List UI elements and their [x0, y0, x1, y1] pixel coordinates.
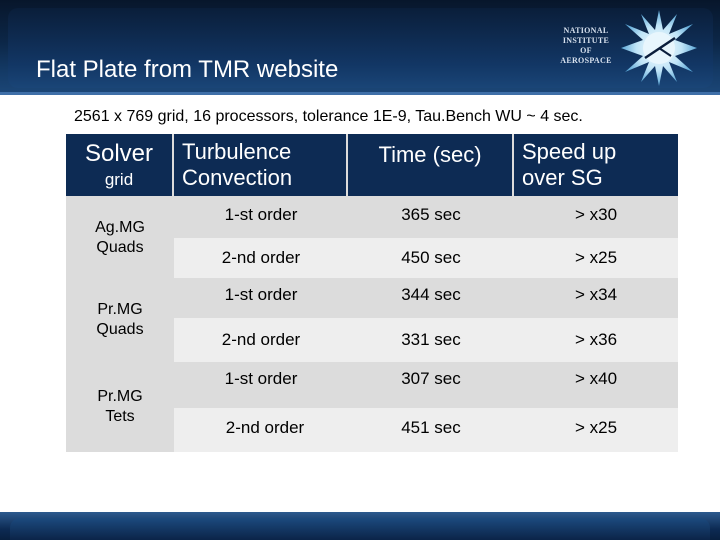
table-row: 2-nd order 450 sec > x25 — [174, 238, 678, 278]
header-cell-solver-grid: Solver grid — [66, 134, 172, 196]
order-cell: 1-st order — [224, 285, 298, 304]
order-cell: 2-nd order — [221, 248, 301, 267]
logo-text: NATIONAL INSTITUTE OF AEROSPACE — [556, 26, 616, 66]
order-cell: 1-st order — [224, 369, 298, 388]
header-speedup-line1: Speed up — [522, 139, 617, 164]
footer-panel — [10, 518, 710, 540]
group-label-ag-mg-quads: Ag.MG Quads — [66, 198, 174, 278]
speedup-cell: > x36 — [574, 330, 618, 349]
group-label-line2: Quads — [96, 239, 144, 256]
header-cell-speedup: Speed up over SG — [514, 134, 678, 196]
compass-star-logo-icon — [621, 10, 697, 86]
order-cell: 2-nd order — [225, 418, 305, 437]
time-cell: 451 sec — [401, 418, 461, 437]
group-label-line1: Pr.MG — [97, 301, 143, 318]
speedup-cell: > x25 — [574, 248, 618, 267]
group-label-pr-mg-tets: Pr.MG Tets — [66, 362, 174, 452]
logo-line-2: INSTITUTE OF — [562, 36, 610, 55]
header-turbulence: Turbulence — [182, 139, 292, 164]
header-time: Time (sec) — [378, 142, 482, 167]
speedup-cell: > x40 — [574, 369, 618, 388]
header-cell-time: Time (sec) — [348, 134, 512, 196]
group-label-line1: Pr.MG — [97, 388, 143, 405]
header-solver: Solver — [84, 140, 154, 167]
group-label-pr-mg-quads: Pr.MG Quads — [66, 278, 174, 362]
group-label-line2: Quads — [96, 321, 144, 338]
header-panel — [8, 8, 713, 88]
table-row: 1-st order 344 sec > x34 — [174, 278, 678, 318]
table-row: 1-st order 307 sec > x40 — [174, 362, 678, 408]
slide-title: Flat Plate from TMR website — [36, 56, 339, 83]
time-cell: 344 sec — [401, 285, 461, 304]
header-cell-turbulence: Turbulence Convection — [174, 134, 346, 196]
header-grid: grid — [104, 170, 134, 189]
order-cell: 2-nd order — [221, 330, 301, 349]
speedup-cell: > x34 — [574, 285, 618, 304]
table-row: 1-st order 365 sec > x30 — [174, 198, 678, 238]
header-divider — [0, 92, 720, 95]
time-cell: 307 sec — [401, 369, 461, 388]
table-row: 2-nd order 451 sec > x25 — [174, 408, 678, 452]
table-row: 2-nd order 331 sec > x36 — [174, 318, 678, 362]
time-cell: 365 sec — [401, 205, 461, 224]
time-cell: 331 sec — [401, 330, 461, 349]
header-convection: Convection — [182, 165, 293, 190]
group-label-line1: Ag.MG — [95, 219, 145, 236]
results-table: Solver grid Turbulence Convection Time (… — [66, 134, 678, 452]
order-cell: 1-st order — [224, 205, 298, 224]
slide-subtitle: 2561 x 769 grid, 16 processors, toleranc… — [74, 108, 583, 125]
logo-line-1: NATIONAL — [563, 26, 609, 35]
speedup-cell: > x25 — [574, 418, 618, 437]
group-label-line2: Tets — [105, 408, 135, 425]
speedup-cell: > x30 — [574, 205, 618, 224]
time-cell: 450 sec — [401, 248, 461, 267]
slide-header — [0, 0, 720, 95]
logo-line-3: AEROSPACE — [560, 56, 612, 65]
header-speedup-line2: over SG — [522, 165, 603, 190]
